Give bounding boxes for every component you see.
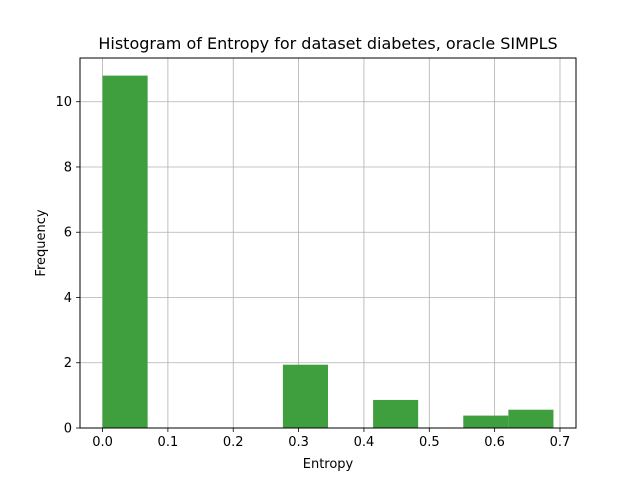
histogram-bar (463, 415, 509, 428)
histogram-bar (373, 399, 419, 428)
y-axis-label: Frequency (34, 209, 49, 276)
x-axis-label: Entropy (303, 457, 354, 472)
x-tick-label: 0.1 (158, 435, 179, 450)
y-tick-label: 2 (64, 356, 72, 371)
y-tick-label: 6 (64, 226, 72, 241)
x-tick-label: 0.0 (92, 435, 113, 450)
plot-frame (79, 57, 577, 429)
ticks-layer: 0.0 0.1 0.2 0.3 0.4 0.5 0.6 0.7 0 2 4 6 8 10 (55, 95, 570, 450)
grid-layer (80, 58, 576, 429)
x-tick-label: 0.3 (288, 435, 309, 450)
y-tick-label: 10 (55, 95, 72, 110)
x-tick-label: 0.7 (550, 435, 571, 450)
x-tick-label: 0.5 (419, 435, 440, 450)
histogram-bar (508, 409, 554, 428)
x-tick-label: 0.4 (354, 435, 375, 450)
x-tick-label: 0.2 (223, 435, 244, 450)
histogram-bar (102, 75, 148, 428)
x-tick-label: 0.6 (484, 435, 505, 450)
y-tick-label: 0 (64, 422, 72, 437)
y-tick-label: 8 (64, 160, 72, 175)
bars-layer (102, 75, 554, 428)
histogram-bar (282, 364, 328, 428)
chart-title: Histogram of Entropy for dataset diabete… (98, 34, 557, 53)
y-tick-label: 4 (64, 291, 72, 306)
